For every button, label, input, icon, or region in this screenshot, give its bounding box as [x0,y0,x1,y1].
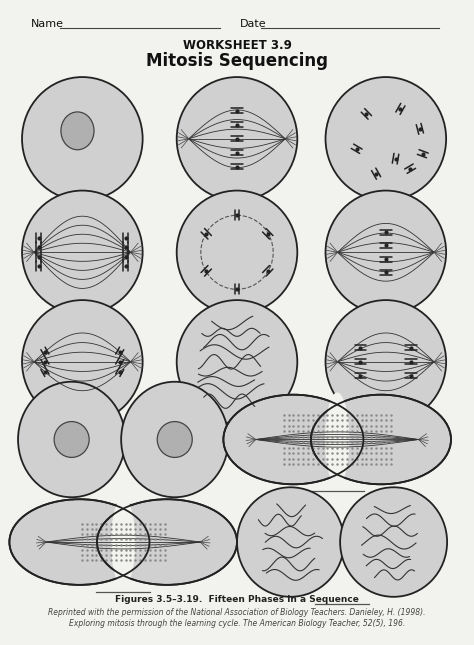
Text: Exploring mitosis through the learning cycle. The American Biology Teacher, 52(5: Exploring mitosis through the learning c… [69,619,405,628]
Text: Name: Name [31,19,64,29]
Text: Reprinted with the permission of the National Association of Biology Teachers. D: Reprinted with the permission of the Nat… [48,608,426,617]
Ellipse shape [54,422,89,457]
Ellipse shape [9,499,149,585]
Text: WORKSHEET 3.9: WORKSHEET 3.9 [182,39,292,52]
Ellipse shape [61,112,94,150]
Ellipse shape [177,77,297,201]
Ellipse shape [121,382,228,497]
Ellipse shape [326,190,446,314]
Ellipse shape [340,487,447,597]
Ellipse shape [157,422,192,457]
Ellipse shape [177,300,297,424]
Ellipse shape [111,497,136,587]
Ellipse shape [22,190,143,314]
Ellipse shape [325,392,349,486]
Ellipse shape [18,382,125,497]
Text: Mitosis Sequencing: Mitosis Sequencing [146,52,328,70]
Ellipse shape [223,395,364,484]
Ellipse shape [311,395,451,484]
Ellipse shape [326,77,446,201]
Ellipse shape [326,300,446,424]
Ellipse shape [22,300,143,424]
Ellipse shape [177,190,297,314]
Ellipse shape [237,487,344,597]
Ellipse shape [97,499,237,585]
Text: Figures 3.5–3.19.  Fifteen Phases in a Sequence: Figures 3.5–3.19. Fifteen Phases in a Se… [115,595,359,604]
Text: Date: Date [240,19,266,29]
Ellipse shape [22,77,143,201]
